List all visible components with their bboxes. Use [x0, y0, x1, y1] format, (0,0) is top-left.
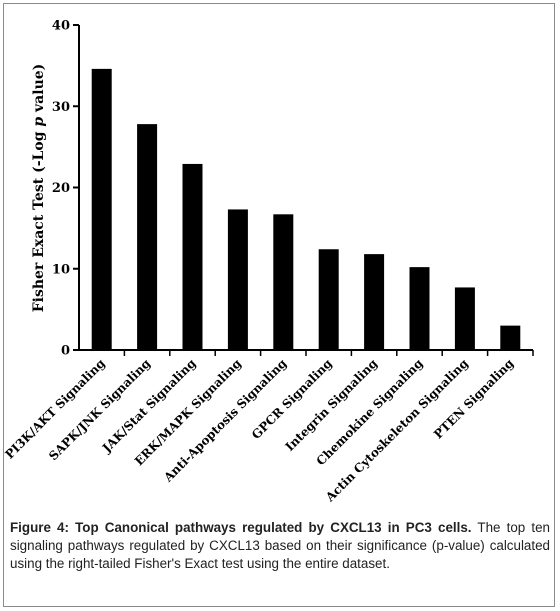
bar [454, 287, 475, 350]
bar [227, 209, 248, 350]
y-tick-label: 30 [52, 100, 70, 115]
y-axis-label: Fisher Exact Test (-Log p value) [31, 64, 47, 313]
y-tick-label: 20 [52, 181, 70, 196]
bar [364, 254, 385, 350]
caption-label: Figure 4: Top Canonical pathways regulat… [10, 520, 472, 535]
bar [318, 249, 339, 350]
y-tick-label: 40 [52, 19, 70, 34]
x-category-label: GPCR Signaling [249, 356, 335, 442]
y-tick-label: 0 [61, 344, 70, 359]
x-category-label: PTEN Signaling [431, 356, 517, 442]
y-tick-label: 10 [52, 262, 70, 277]
caption-text: The top ten signaling pathways regulated… [10, 520, 550, 571]
bar [91, 68, 112, 350]
y-axis-label-part-3: value) [31, 64, 47, 117]
y-axis-label-part-1: Fisher Exact Test (-Log [31, 127, 47, 313]
bar [137, 124, 158, 350]
bar [409, 267, 430, 350]
bar [500, 325, 521, 350]
bar [182, 163, 203, 350]
figure-caption: Figure 4: Top Canonical pathways regulat… [10, 519, 550, 573]
bar [273, 214, 294, 350]
y-axis-ticks: 0 10 20 30 40 [52, 19, 79, 359]
y-axis-label-part-2: p [31, 117, 47, 127]
chart-bars [91, 68, 521, 350]
